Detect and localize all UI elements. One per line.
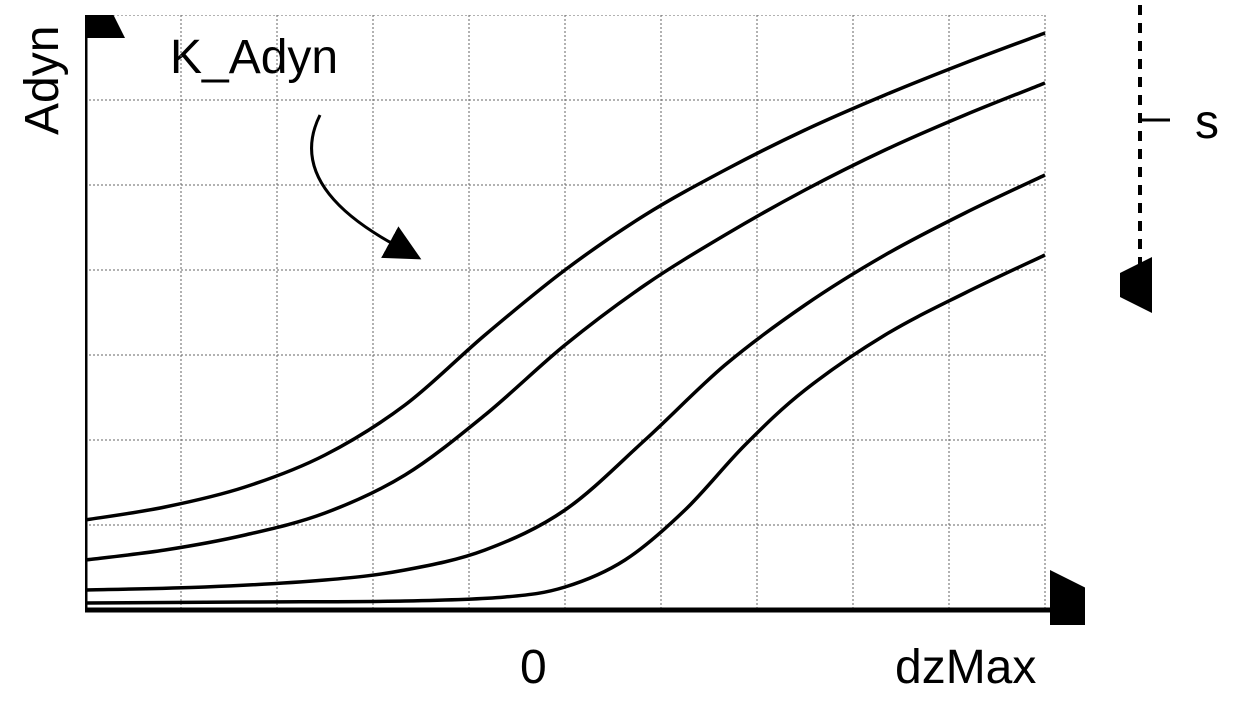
label-pointer-arrow bbox=[312, 115, 395, 245]
chart-annotations bbox=[312, 115, 395, 245]
side-param-label: s bbox=[1195, 95, 1219, 150]
y-axis-label: Adyn bbox=[15, 26, 70, 135]
chart-curves bbox=[85, 33, 1045, 603]
side-param-arrow bbox=[1120, 5, 1180, 325]
chart-grid bbox=[85, 15, 1045, 610]
x-axis-zero-label: 0 bbox=[520, 640, 547, 695]
x-axis-max-label: dzMax bbox=[895, 640, 1036, 695]
chart-plot-area bbox=[85, 15, 1065, 625]
